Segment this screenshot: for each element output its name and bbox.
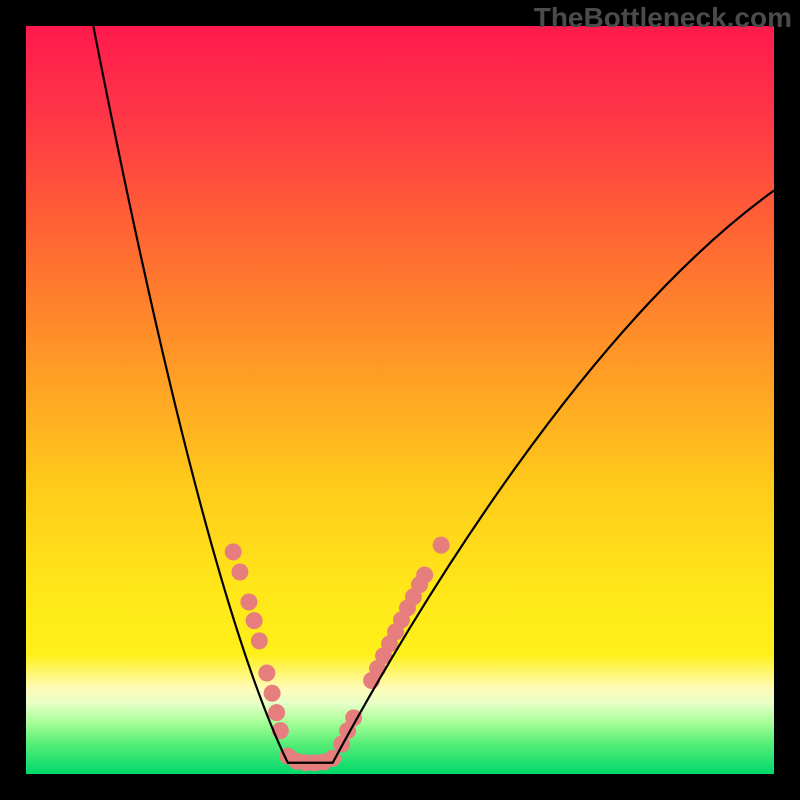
marker-dot xyxy=(268,704,285,721)
chart-svg xyxy=(0,0,800,800)
marker-dot xyxy=(240,593,257,610)
marker-dot xyxy=(246,612,263,629)
marker-dot xyxy=(264,685,281,702)
chart-frame: TheBottleneck.com xyxy=(0,0,800,800)
marker-dot xyxy=(225,543,242,560)
marker-dot xyxy=(258,665,275,682)
marker-dot xyxy=(416,567,433,584)
marker-dot xyxy=(251,632,268,649)
gradient-background xyxy=(26,26,774,774)
marker-dot xyxy=(433,537,450,554)
watermark-text: TheBottleneck.com xyxy=(534,2,792,34)
marker-dot xyxy=(231,564,248,581)
